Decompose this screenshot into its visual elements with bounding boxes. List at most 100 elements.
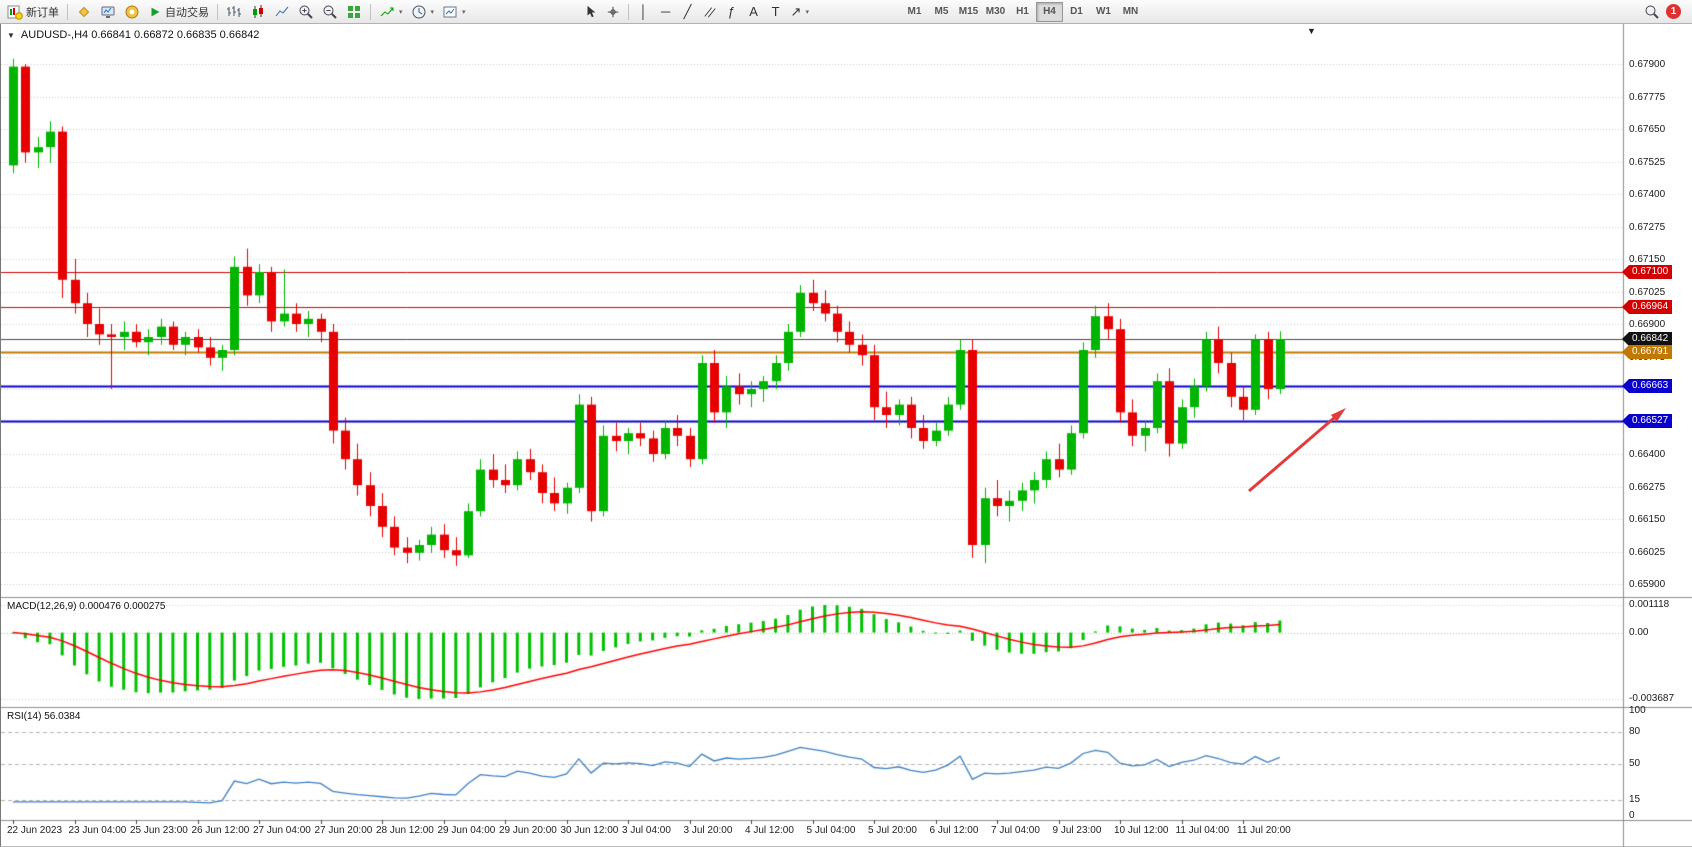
timeframe-button-m15[interactable]: M15 [955,2,982,22]
price-badge-0.66842: 0.66842 [1622,332,1673,346]
zoom-in-button[interactable] [294,2,318,22]
bar-chart-icon [226,4,242,20]
new-order-button[interactable]: 新订单 [3,2,63,22]
price-axis-label: 0.67650 [1629,123,1666,135]
market-watch-button[interactable] [96,2,120,22]
time-axis-label: 28 Jun 12:00 [376,825,434,836]
price-axis-label: 0.65900 [1629,578,1666,590]
text-label-button[interactable]: T [765,2,787,22]
macd-axis-label: 0.001118 [1629,599,1670,610]
new-order-icon [7,4,23,20]
chart-shift-marker: ▼ [1307,26,1316,36]
rsi-axis-label: 15 [1629,794,1641,806]
time-axis-label: 9 Jul 23:00 [1052,825,1102,836]
community-button[interactable] [120,2,144,22]
chevron-down-icon: ▾ [805,8,809,16]
cursor-icon [584,5,598,19]
timeframe-button-mn[interactable]: MN [1117,2,1144,22]
chart-canvas[interactable] [1,24,1692,847]
macd-axis-label: 0.00 [1629,626,1649,638]
timeframe-button-m1[interactable]: M1 [901,2,928,22]
periods-button[interactable]: ▾ [407,2,439,22]
rsi-label: RSI(14) 56.0384 [7,711,81,722]
time-axis-label: 7 Jul 04:00 [991,825,1040,836]
time-axis-label: 11 Jul 20:00 [1237,825,1291,836]
price-axis-label: 0.67275 [1629,221,1666,233]
timeframe-button-d1[interactable]: D1 [1063,2,1090,22]
crosshair-button[interactable] [602,2,624,22]
indicators-button[interactable]: ▾ [375,2,407,22]
crosshair-icon [606,5,620,19]
tile-windows-button[interactable] [342,2,366,22]
bar-chart-button[interactable] [222,2,246,22]
templates-icon [442,4,458,20]
vertical-line-icon: │ [639,4,648,19]
channel-button[interactable] [699,2,721,22]
rsi-axis-label: 100 [1629,705,1646,716]
fibonacci-icon: ƒ [727,4,736,19]
timeframe-group: M1 M5 M15 M30 H1 H4 D1 W1 MN [901,1,1144,22]
time-axis-label: 5 Jul 04:00 [806,825,856,836]
cursor-button[interactable] [580,2,602,22]
toolbar-separator [370,3,371,20]
search-icon [1644,4,1660,20]
chart-legend-text: AUDUSD-,H4 0.66841 0.66872 0.66835 0.668… [20,29,260,41]
time-axis-label: 27 Jun 04:00 [253,825,311,836]
chart-legend: ▼ AUDUSD-,H4 0.66841 0.66872 0.66835 0.6… [7,29,259,41]
price-axis-label: 0.66025 [1629,546,1666,558]
timeframe-button-m5[interactable]: M5 [928,2,955,22]
main-toolbar: 新订单 自动交易 ▾ ▾ ▾ [0,0,1692,24]
templates-button[interactable]: ▾ [438,2,470,22]
price-axis-label: 0.66900 [1629,318,1666,330]
metaeditor-button[interactable] [72,2,96,22]
timeframe-button-m30[interactable]: M30 [982,2,1009,22]
time-axis-label: 23 Jun 04:00 [68,825,127,836]
price-axis-label: 0.67900 [1629,58,1666,70]
fibonacci-button[interactable]: ƒ [721,2,743,22]
toolbar-separator [627,3,629,20]
tile-windows-icon [346,4,362,20]
chart-window: ▼ AUDUSD-,H4 0.66841 0.66872 0.66835 0.6… [0,24,1692,847]
time-axis-label: 3 Jul 20:00 [683,825,733,836]
macd-axis-label: -0.003687 [1629,693,1675,704]
horizontal-line-button[interactable]: ─ [655,2,677,22]
price-axis-label: 0.66275 [1629,481,1666,493]
time-axis-label: 25 Jun 23:00 [130,825,188,836]
price-axis-label: 0.67025 [1629,286,1666,298]
autotrading-icon [148,5,162,19]
toolbar-separator [67,3,68,20]
candlestick-chart-button[interactable] [246,2,270,22]
time-axis-label: 6 Jul 12:00 [929,825,979,836]
trend-arrow-annotation[interactable] [1241,399,1356,499]
price-axis-label: 0.67525 [1629,156,1666,168]
trendline-button[interactable]: ╱ [677,2,699,22]
autotrading-button[interactable]: 自动交易 [144,2,213,22]
arrows-button[interactable]: ↗ ▾ [787,2,813,22]
indicators-icon [379,4,395,20]
macd-label: MACD(12,26,9) 0.000476 0.000275 [7,601,166,612]
line-chart-icon [274,4,290,20]
timeframe-button-w1[interactable]: W1 [1090,2,1117,22]
line-chart-button[interactable] [270,2,294,22]
price-badge-0.66527: 0.66527 [1622,414,1673,428]
vertical-line-button[interactable]: │ [633,2,655,22]
search-button[interactable] [1640,2,1664,22]
time-axis-label: 26 Jun 12:00 [191,825,250,836]
timeframe-button-h1[interactable]: H1 [1009,2,1036,22]
time-axis-label: 11 Jul 04:00 [1175,825,1230,836]
market-watch-icon [100,4,116,20]
notification-badge[interactable]: 1 [1666,4,1681,19]
time-axis-label: 10 Jul 12:00 [1114,825,1169,836]
text-button[interactable]: A [743,2,765,22]
trendline-icon: ╱ [683,4,692,19]
timeframe-button-h4[interactable]: H4 [1035,1,1063,22]
chevron-down-icon: ▾ [430,8,435,16]
time-axis-label: 4 Jul 12:00 [745,825,794,836]
price-axis-label: 0.67400 [1629,188,1666,200]
zoom-out-icon [322,4,338,20]
text-label-icon: T [771,4,780,19]
chart-collapse-icon[interactable]: ▼ [7,30,15,40]
zoom-out-button[interactable] [318,2,342,22]
time-axis-label: 3 Jul 04:00 [622,825,671,836]
time-axis-label: 29 Jun 04:00 [437,825,496,836]
